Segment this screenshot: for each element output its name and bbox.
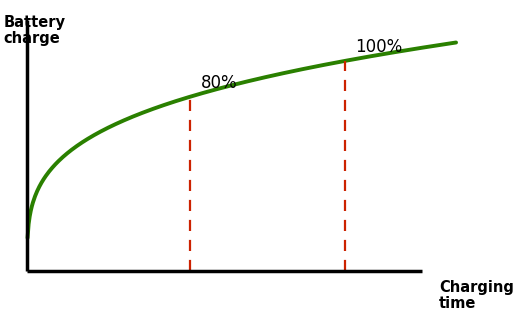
Text: 100%: 100% <box>355 38 402 56</box>
Text: 80%: 80% <box>201 74 237 92</box>
Text: Battery
charge: Battery charge <box>4 15 66 46</box>
Text: Charging
time: Charging time <box>439 280 514 311</box>
